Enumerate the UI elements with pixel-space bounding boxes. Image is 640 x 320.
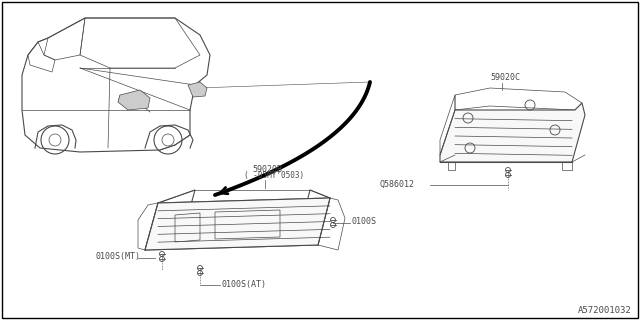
Text: 0100S: 0100S	[352, 217, 377, 226]
Text: ( -05MY’0503): ( -05MY’0503)	[244, 171, 304, 180]
Text: 0100S(MT): 0100S(MT)	[95, 252, 140, 261]
Text: 59020B: 59020B	[252, 165, 282, 174]
Text: A572001032: A572001032	[579, 306, 632, 315]
Polygon shape	[145, 198, 330, 250]
Text: 0100S(AT): 0100S(AT)	[222, 279, 267, 289]
Polygon shape	[118, 90, 150, 110]
Text: Q586012: Q586012	[380, 180, 415, 188]
Polygon shape	[440, 103, 585, 162]
Polygon shape	[188, 82, 207, 97]
Text: 59020C: 59020C	[490, 73, 520, 82]
